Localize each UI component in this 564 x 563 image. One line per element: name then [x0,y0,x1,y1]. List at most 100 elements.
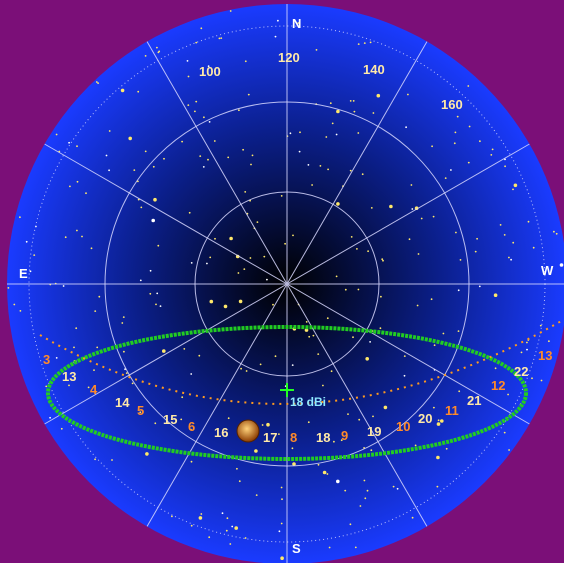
star [510,258,512,261]
star [414,444,417,447]
star [352,100,355,102]
star [131,382,134,385]
star [195,41,198,44]
star [105,154,108,157]
star [158,50,161,53]
star [329,102,332,105]
star [357,132,360,134]
star [69,185,71,188]
star [307,421,310,424]
star [458,390,461,393]
star [81,235,83,238]
star [436,455,440,460]
star [272,303,274,306]
compass-north: N [292,16,301,31]
star [433,406,435,409]
track-label: 22 [514,364,528,379]
star [188,211,191,214]
star [442,332,445,335]
star [183,348,186,350]
star [227,156,230,159]
star [221,512,224,515]
star [399,428,401,431]
star [245,370,248,372]
star [93,369,95,371]
star [292,462,296,466]
star [266,278,268,281]
star [380,295,382,298]
star [284,242,286,245]
star [157,244,160,247]
star [128,136,132,141]
star [299,131,301,134]
star [383,405,388,410]
star [206,262,208,265]
track-label: 13 [62,369,76,384]
track-label: 15 [163,412,177,427]
star [411,516,414,519]
star [379,327,382,330]
star [266,422,270,427]
azimuth-spoke [44,143,530,425]
star [352,336,354,339]
star [317,353,320,355]
star [60,427,63,430]
star [372,415,374,418]
star [359,505,362,507]
star [49,416,51,419]
star [247,93,250,96]
star [208,121,211,123]
star [207,65,210,68]
star [474,250,477,253]
compass-west: W [541,263,554,278]
azimuth-label: 120 [278,50,300,65]
star [226,517,229,520]
star [476,237,478,240]
star [403,355,406,357]
star [512,188,514,191]
star [520,351,523,354]
track-labels-orange: 3 4 5 6 8 9 10 11 12 [43,352,505,445]
star [187,104,190,106]
star [238,480,241,483]
star [372,112,375,114]
track-label: 16 [214,425,228,440]
star [508,256,510,259]
star [125,372,128,374]
star [33,254,36,256]
star [278,530,281,533]
star [396,487,399,490]
star [504,165,506,168]
star [95,81,98,83]
star [171,515,173,518]
star [198,354,201,357]
star [353,110,356,113]
star [152,165,155,168]
star [162,349,166,353]
star [410,184,413,186]
star [417,253,420,255]
track-label: 18 [316,430,330,445]
track-labels-cream: 13 14 15 16 17 18 19 20 21 22 [62,364,528,445]
star [155,303,157,306]
star [238,109,240,112]
star [479,140,481,143]
star [327,168,329,171]
track-label: 11 [445,403,459,418]
star [229,236,233,241]
star [361,173,364,176]
star [336,479,340,484]
star [190,524,193,527]
star [140,206,143,209]
track-label: 8 [290,430,297,445]
star [382,259,384,262]
star [335,133,338,136]
star [336,202,340,206]
azimuth-label: 140 [363,62,385,77]
star [111,459,113,461]
star [280,522,283,525]
star [238,299,243,304]
star [97,82,99,84]
sun-track-arc [39,319,564,405]
